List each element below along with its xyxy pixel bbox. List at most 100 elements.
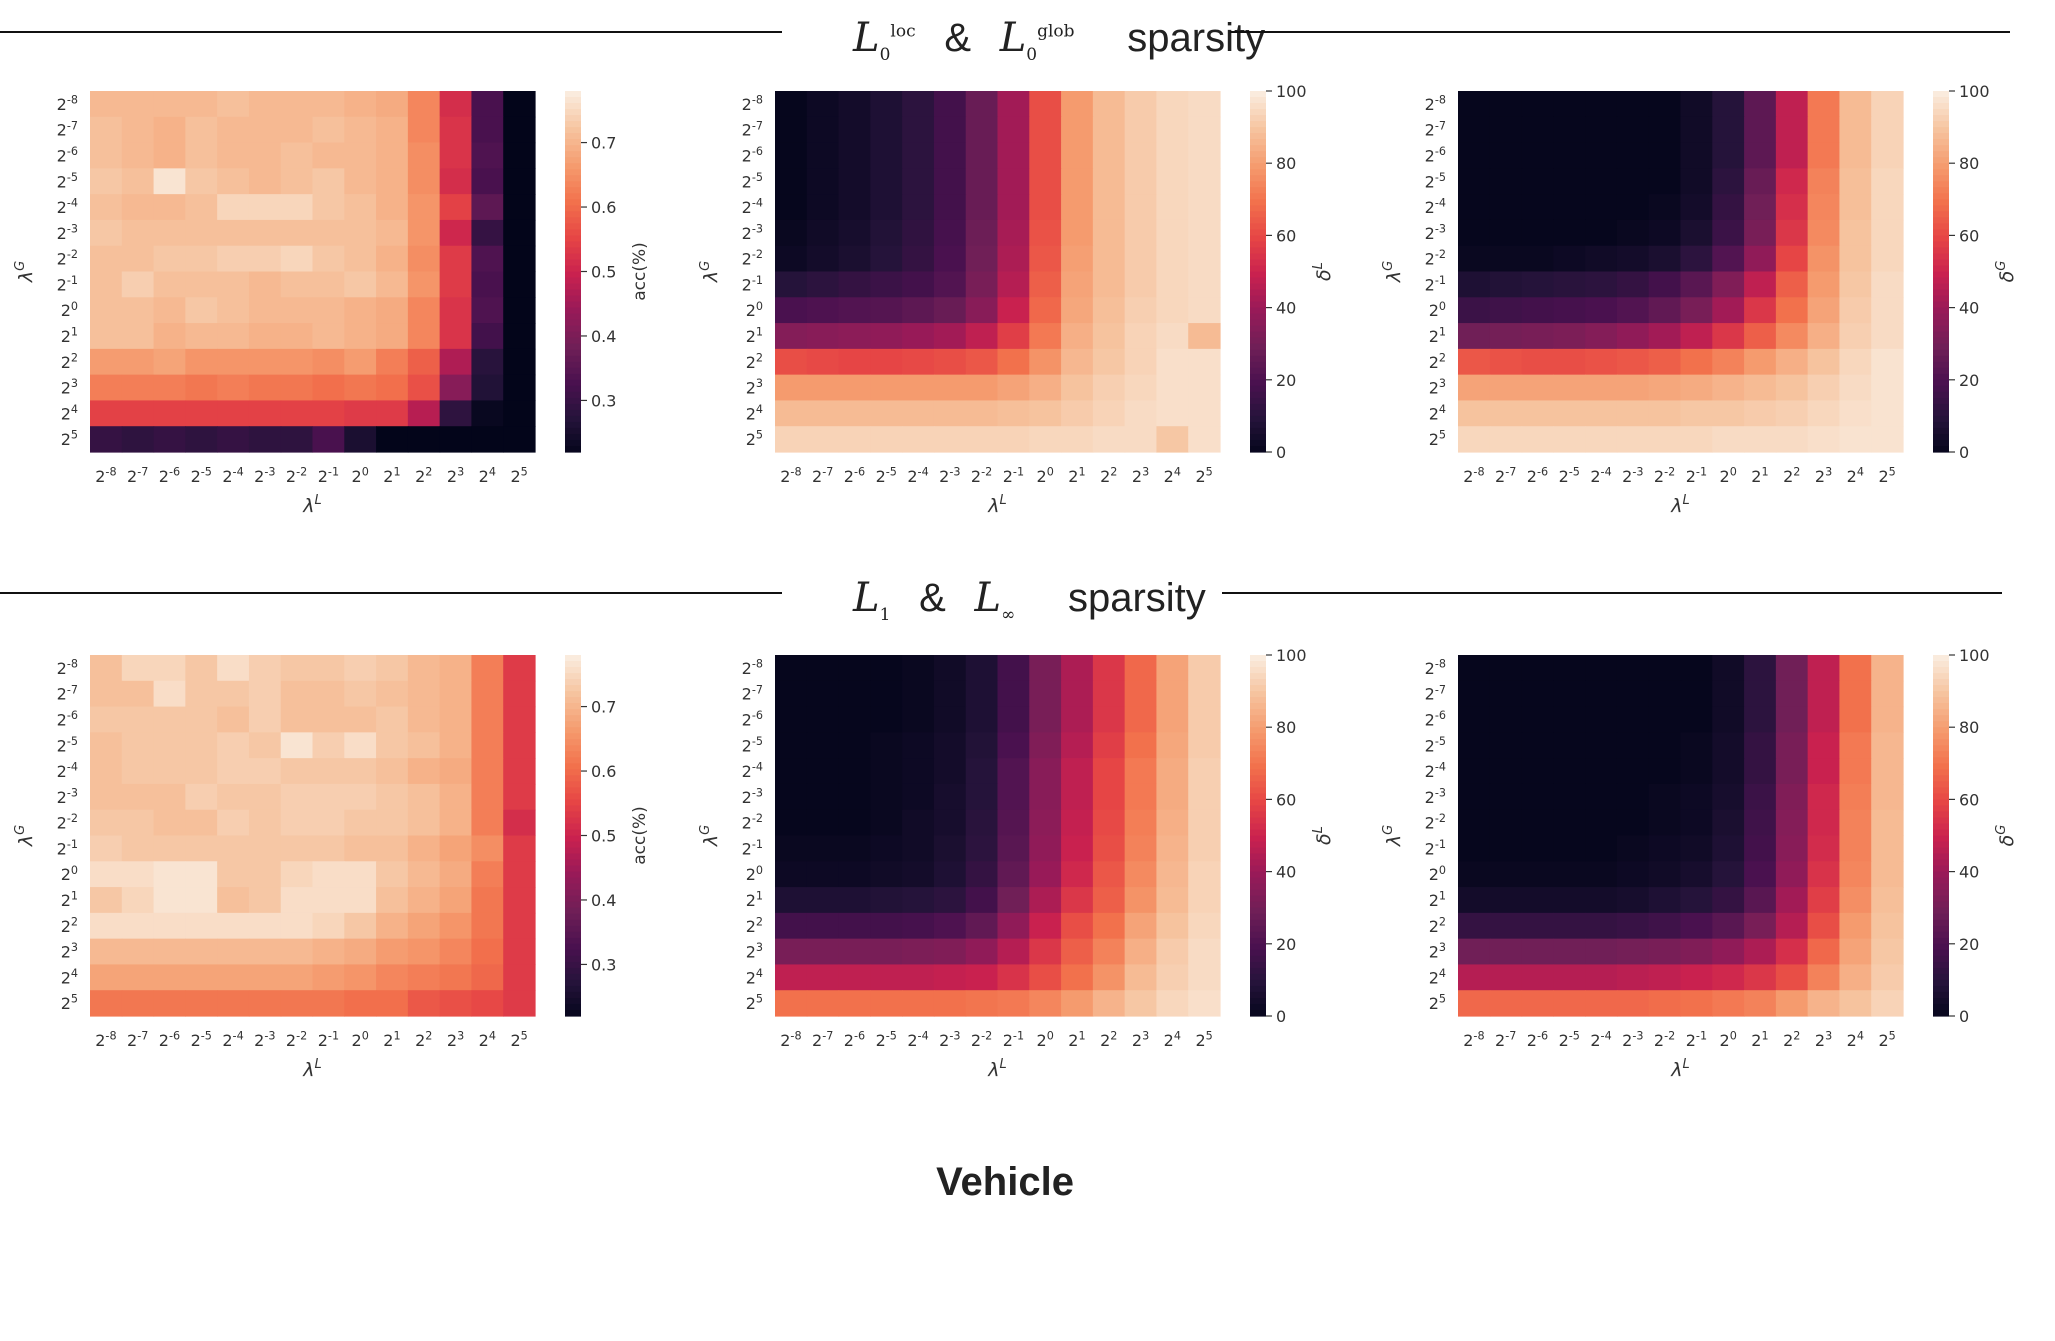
heatmap-cell — [1521, 374, 1554, 402]
heatmap-cell — [1648, 809, 1682, 837]
heatmap-cell — [1807, 142, 1841, 169]
heatmap-cell — [90, 783, 123, 811]
y-tick-label: 2-2 — [1425, 812, 1446, 832]
colorbar-segment — [565, 961, 581, 969]
heatmap-cell — [997, 783, 1030, 811]
x-tick-label: 24 — [479, 466, 496, 486]
colorbar-segment — [565, 391, 581, 399]
heatmap-cell — [1712, 680, 1745, 708]
colorbar-segment — [1933, 727, 1949, 734]
heatmap-cell — [121, 680, 155, 708]
heatmap-cell — [775, 861, 808, 888]
heatmap-cell — [1553, 91, 1586, 118]
heatmap-cell — [1553, 861, 1586, 888]
colorbar-segment — [1250, 145, 1266, 152]
heatmap-cell — [933, 271, 967, 298]
heatmap-cell — [933, 706, 967, 733]
heatmap-cell — [439, 732, 473, 759]
heatmap-cell — [806, 655, 840, 682]
heatmap-cell — [775, 887, 808, 914]
heatmap-cell — [806, 194, 840, 221]
colorbar-segment — [1933, 859, 1949, 867]
heatmap-cell — [997, 887, 1030, 914]
heatmap-cell — [1871, 348, 1904, 376]
heatmap-cell — [1807, 732, 1841, 759]
colorbar-segment — [1250, 259, 1266, 267]
heatmap-cell — [902, 116, 935, 144]
heatmap-cell — [775, 964, 808, 991]
y-tick-label: 21 — [1429, 890, 1446, 910]
heatmap-cell — [902, 297, 935, 324]
colorbar-segment — [565, 427, 581, 435]
heatmap-cell — [1521, 168, 1554, 195]
heatmap-cell — [407, 219, 441, 247]
colorbar-segment — [1933, 403, 1949, 411]
heatmap-cell — [439, 912, 473, 940]
heatmap-cell — [997, 323, 1030, 350]
heatmap-cell — [965, 348, 999, 376]
heatmap-cell — [121, 271, 155, 298]
heatmap-cell — [121, 964, 155, 991]
heatmap-cell — [90, 938, 123, 966]
heatmap-cell — [838, 680, 871, 708]
colorbar-label: δL — [1311, 826, 1335, 845]
heatmap-cell — [1839, 655, 1872, 682]
heatmap-cell — [1553, 426, 1586, 453]
colorbar-tick-label: 40 — [1276, 299, 1296, 318]
colorbar-segment — [1933, 355, 1949, 363]
heatmap-cell — [1712, 887, 1745, 914]
heatmap-cell — [1489, 706, 1523, 733]
heatmap-cell — [185, 732, 218, 759]
heatmap-cell — [1871, 938, 1904, 966]
heatmap-cell — [503, 219, 536, 247]
x-tick-label: 22 — [415, 1030, 432, 1050]
y-tick-label: 22 — [746, 915, 763, 935]
heatmap-cell — [90, 297, 123, 324]
heatmap-cell — [1156, 783, 1189, 811]
heatmap-cell — [806, 91, 840, 118]
heatmap-cell — [1458, 758, 1491, 785]
heatmap-cell — [280, 297, 314, 324]
x-tick-label: 2-3 — [939, 466, 960, 486]
colorbar-segment — [565, 325, 581, 333]
x-axis-label: λL — [302, 1057, 322, 1081]
heatmap-cell — [1807, 194, 1841, 221]
colorbar-segment — [565, 253, 581, 261]
heatmap-cell — [439, 348, 473, 376]
heatmap-cell — [1871, 426, 1904, 453]
heatmap-cell — [933, 323, 967, 350]
heatmap-cell — [280, 990, 314, 1017]
heatmap-cell — [1188, 245, 1221, 273]
heatmap-cell — [1712, 194, 1745, 221]
colorbar-segment — [565, 241, 581, 249]
heatmap-cell — [806, 219, 840, 247]
heatmap-cell — [1156, 271, 1189, 298]
heatmap-cell — [248, 680, 282, 708]
heatmap-cell — [1188, 835, 1221, 862]
heatmap-cell — [376, 732, 409, 759]
heatmap-cell — [121, 887, 155, 914]
heatmap-cell — [933, 91, 967, 118]
colorbar-label: acc(%) — [630, 242, 650, 301]
heatmap-cell — [933, 732, 967, 759]
heatmap-cell — [439, 245, 473, 273]
heatmap-cell — [312, 887, 345, 914]
colorbar-segment — [1250, 727, 1266, 734]
colorbar-segment — [1933, 1003, 1949, 1011]
y-tick-label: 2-6 — [57, 145, 78, 165]
heatmap-cell — [1744, 374, 1777, 402]
heatmap-cell — [312, 861, 345, 888]
heatmap-cell — [185, 297, 218, 324]
colorbar-segment — [1933, 721, 1949, 728]
colorbar-segment — [1250, 775, 1266, 782]
heatmap-cell — [376, 142, 409, 169]
heatmap-cell — [1061, 706, 1094, 733]
colorbar-segment — [1250, 439, 1266, 447]
colorbar-segment — [1250, 1009, 1266, 1017]
y-tick-label: 2-1 — [742, 274, 763, 294]
x-tick-label: 23 — [1132, 466, 1149, 486]
colorbar-segment — [565, 193, 581, 200]
colorbar-segment — [565, 775, 581, 782]
heatmap-cell — [1871, 194, 1904, 221]
heatmap-cell — [471, 323, 504, 350]
